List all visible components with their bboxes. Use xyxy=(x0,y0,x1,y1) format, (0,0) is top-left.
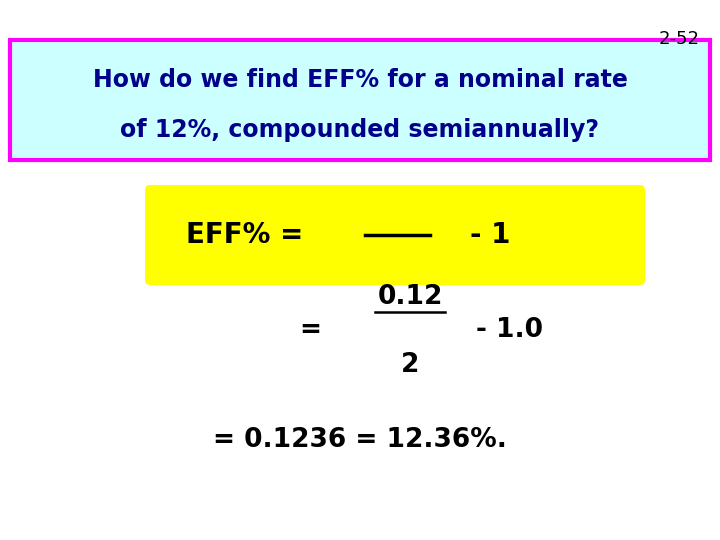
Text: How do we find EFF% for a nominal rate: How do we find EFF% for a nominal rate xyxy=(93,68,627,92)
Text: of 12%, compounded semiannually?: of 12%, compounded semiannually? xyxy=(120,118,600,142)
Text: EFF% =: EFF% = xyxy=(186,221,304,249)
Text: 0.12: 0.12 xyxy=(377,284,443,310)
Text: 2: 2 xyxy=(401,352,419,378)
FancyBboxPatch shape xyxy=(145,185,645,285)
Text: =: = xyxy=(299,317,321,343)
Text: = 0.1236 = 12.36%.: = 0.1236 = 12.36%. xyxy=(213,427,507,453)
Text: 2-52: 2-52 xyxy=(659,30,700,48)
Text: - 1: - 1 xyxy=(470,221,510,249)
Text: - 1.0: - 1.0 xyxy=(477,317,544,343)
FancyBboxPatch shape xyxy=(10,40,710,160)
